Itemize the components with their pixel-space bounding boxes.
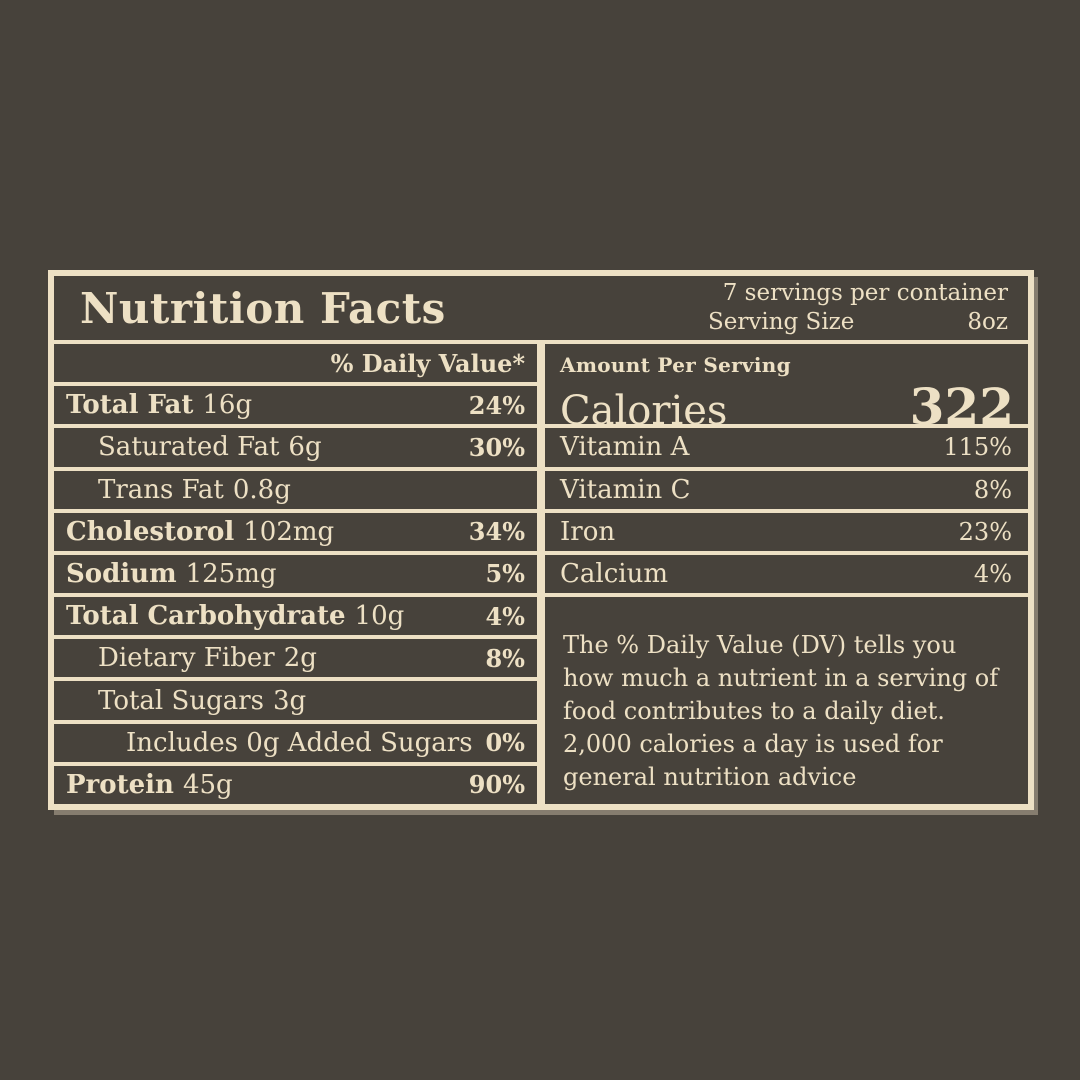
nutrient-row-total-carbohydrate: Total Carbohydrate 10g 4% [54, 597, 537, 636]
nutrient-amount: 10g [354, 601, 405, 632]
nutrient-row-sodium: Sodium 125mg 5% [54, 554, 537, 594]
vitamin-name: Calcium [560, 558, 668, 589]
vitamin-dv: 23% [958, 517, 1012, 546]
nutrient-amount: 125mg [185, 558, 277, 589]
nutrient-dv: 8% [485, 643, 525, 673]
calories-value: 322 [909, 377, 1014, 436]
vitamin-row-vitamin-c: Vitamin C 8% [545, 470, 1028, 509]
nutrient-name: Total Sugars [98, 685, 264, 716]
calories-line: Calories 322 [560, 377, 1014, 436]
nutrient-name: Includes 0g Added Sugars [126, 727, 473, 758]
nutrient-name: Dietary Fiber [98, 643, 275, 674]
nutrient-row-trans-fat: Trans Fat 0.8g [54, 470, 537, 509]
serving-size-label: Serving Size [708, 309, 855, 335]
serving-size-line: Serving Size 8oz [708, 308, 1008, 337]
serving-size-value: 8oz [967, 309, 1008, 335]
nutrient-name: Total Fat [66, 390, 194, 421]
vitamin-name: Vitamin C [560, 474, 691, 505]
nutrient-amount: 6g [288, 432, 322, 463]
vitamin-name: Iron [560, 516, 616, 547]
nutrient-row-protein: Protein 45g 90% [54, 765, 537, 804]
nutrient-row-total-fat: Total Fat 16g 24% [54, 386, 537, 425]
nutrition-facts-label: Nutrition Facts 7 servings per container… [48, 270, 1034, 810]
nutrient-row-added-sugars: Includes 0g Added Sugars 0% [54, 723, 537, 762]
vitamin-row-iron: Iron 23% [545, 512, 1028, 551]
daily-value-header: % Daily Value* [54, 344, 537, 383]
nutrient-row-cholestorol: Cholestorol 102mg 34% [54, 512, 537, 551]
nutrient-amount: 2g [283, 643, 317, 674]
nutrient-dv: 0% [485, 728, 525, 758]
nutrient-row-saturated-fat: Saturated Fat 6g 30% [54, 428, 537, 467]
nutrient-dv: 90% [468, 770, 525, 800]
servings-per-container: 7 servings per container [722, 280, 1008, 306]
vitamin-dv: 4% [973, 559, 1012, 588]
label-title: Nutrition Facts [80, 283, 446, 333]
nutrient-amount: 16g [202, 390, 253, 421]
nutrient-amount: 3g [272, 685, 307, 716]
nutrient-row-dietary-fiber: Dietary Fiber 2g 8% [54, 639, 537, 678]
vitamin-name: Vitamin A [560, 432, 690, 463]
nutrient-name: Sodium [66, 558, 177, 589]
nutrient-name: Cholestorol [66, 516, 235, 547]
nutrient-dv: 4% [485, 601, 525, 631]
nutrient-dv: 34% [468, 517, 525, 547]
nutrient-name: Protein [66, 769, 174, 800]
serving-info: 7 servings per container Serving Size 8o… [708, 279, 1008, 337]
nutrient-dv: 30% [468, 432, 525, 462]
calories-label: Calories [560, 388, 728, 434]
nutrient-name: Saturated Fat [98, 432, 280, 463]
vitamin-dv: 8% [973, 475, 1012, 504]
nutrient-amount: 0.8g [232, 474, 291, 505]
amount-per-serving-label: Amount Per Serving [560, 353, 791, 377]
nutrient-amount: 102mg [243, 516, 335, 547]
nutrient-name: Trans Fat [98, 474, 224, 505]
vitamin-dv: 115% [943, 433, 1012, 462]
daily-value-footnote: The % Daily Value (DV) tells you how muc… [545, 597, 1028, 804]
nutrient-row-total-sugars: Total Sugars 3g [54, 681, 537, 720]
nutrient-dv: 5% [485, 559, 525, 589]
nutrient-dv: 24% [468, 390, 525, 420]
label-header: Nutrition Facts 7 servings per container… [54, 276, 1028, 340]
calories-section: Amount Per Serving Calories 322 [545, 344, 1028, 436]
nutrient-name: Total Carbohydrate [66, 601, 346, 632]
nutrient-amount: 45g [182, 769, 233, 800]
vitamin-row-vitamin-a: Vitamin A 115% [545, 428, 1028, 467]
vitamin-row-calcium: Calcium 4% [545, 554, 1028, 594]
